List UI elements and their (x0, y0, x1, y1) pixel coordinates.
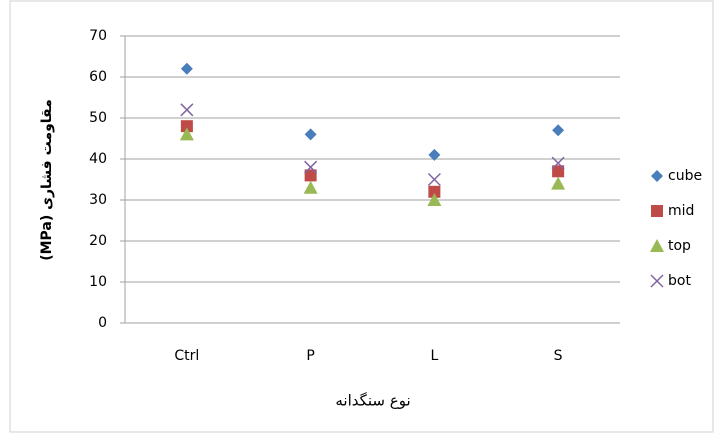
data-point (427, 172, 441, 187)
data-point (180, 103, 194, 117)
legend-marker (651, 170, 663, 182)
y-tick-label: 50 (89, 110, 107, 126)
data-point (427, 193, 442, 206)
legend-label: top (668, 238, 691, 254)
data-point (551, 156, 565, 170)
chart-border (9, 0, 714, 433)
x-tick-label: Ctrl (174, 348, 199, 364)
data-point (551, 176, 566, 190)
y-tick-label: 10 (89, 274, 107, 290)
data-point (428, 185, 441, 198)
y-tick-label: 60 (89, 69, 107, 85)
data-point (552, 165, 565, 178)
data-point (552, 124, 565, 137)
legend-marker (650, 274, 664, 288)
legend-marker (651, 205, 663, 217)
data-point (180, 62, 193, 75)
x-tick-label: L (430, 348, 438, 364)
legend-label: mid (668, 203, 694, 219)
y-axis-label: (MPa) مقاومت فشاری (39, 99, 55, 261)
y-tick-label: 0 (98, 315, 107, 331)
legend-label: bot (668, 273, 691, 289)
data-point (304, 160, 318, 174)
x-axis-label: نوع سنگدانه (335, 392, 410, 410)
y-tick-label: 30 (89, 192, 107, 208)
y-tick-label: 70 (89, 28, 107, 44)
data-point (303, 180, 318, 194)
legend-label: cube (668, 168, 702, 184)
y-tick-label: 20 (89, 233, 107, 249)
data-point (180, 120, 193, 133)
x-tick-label: S (554, 348, 563, 364)
legend-marker (650, 239, 664, 252)
y-tick-label: 40 (89, 151, 107, 167)
data-point (428, 148, 441, 161)
data-point (304, 128, 317, 141)
x-tick-label: P (306, 348, 314, 364)
data-point (179, 127, 194, 141)
data-point (304, 169, 317, 182)
